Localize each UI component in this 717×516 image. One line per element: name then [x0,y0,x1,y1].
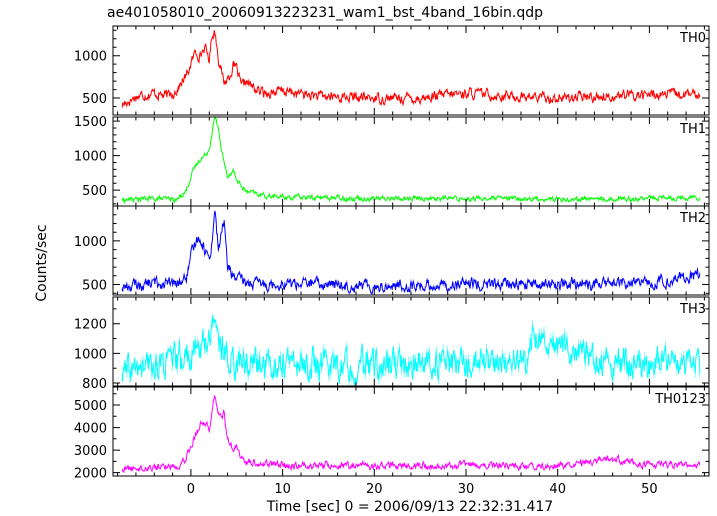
x-axis-label: Time [sec] 0 = 2006/09/13 22:32:31.417 [266,499,553,515]
y-tick-label: 3000 [74,444,107,459]
x-tick-label: 40 [549,482,566,497]
y-tick-label: 5000 [74,399,107,414]
y-tick-label: 500 [82,279,107,294]
y-tick-label: 1000 [74,150,107,165]
panel-th2: 500 1000 TH2 [74,205,710,296]
y-ticks [113,120,709,205]
y-tick-label: 1000 [74,347,107,362]
x-ticks [117,297,705,386]
panel-th0123: 2000 3000 4000 5000 TH0123 0 10 20 30 40 50 [74,386,710,497]
x-tick-label: 20 [366,482,383,497]
panel-label: TH0 [679,31,706,46]
y-ticks [113,308,709,384]
series-line-th0 [121,30,701,108]
y-ticks [113,393,709,474]
series-line-th1 [121,115,701,204]
error-bars-th1 [121,118,701,203]
y-ticks [113,205,709,294]
y-tick-label: 1000 [74,50,107,65]
panel-th3: 800 1000 1200 TH3 [74,296,710,392]
x-tick-label: 10 [274,482,291,497]
y-tick-label: 1200 [74,318,107,333]
y-tick-label: 2000 [74,467,107,482]
y-tick-label: 1500 [74,115,107,130]
panel-label: TH2 [679,211,706,226]
y-axis-label: Counts/sec [34,224,50,301]
chart-title: ae401058010_20060913223231_wam1_bst_4ban… [107,5,543,21]
x-tick-label: 30 [458,482,475,497]
x-ticks [117,26,705,115]
series-line-th0123 [122,395,701,473]
series-line-th2 [121,210,701,295]
y-tick-label: 500 [82,92,107,107]
y-tick-label: 500 [82,184,107,199]
panel-frame [112,116,710,207]
panel-frame [112,25,710,116]
y-tick-label: 4000 [74,422,107,437]
x-ticks [117,206,705,295]
x-ticks [117,117,705,206]
x-ticks [117,387,705,476]
series-line-th3 [121,314,701,387]
y-tick-label: 1000 [74,235,107,250]
y-tick-label: 800 [82,377,107,392]
y-ticks [113,29,709,116]
x-tick-label: 0 [187,482,195,497]
panel-th0: 500 1000 TH0 [74,25,710,116]
panel-th1: 500 1000 1500 TH1 [74,115,710,207]
panel-label: TH0123 [654,392,706,407]
panel-label: TH3 [679,302,706,317]
panel-label: TH1 [679,122,706,137]
x-tick-label: 50 [641,482,658,497]
